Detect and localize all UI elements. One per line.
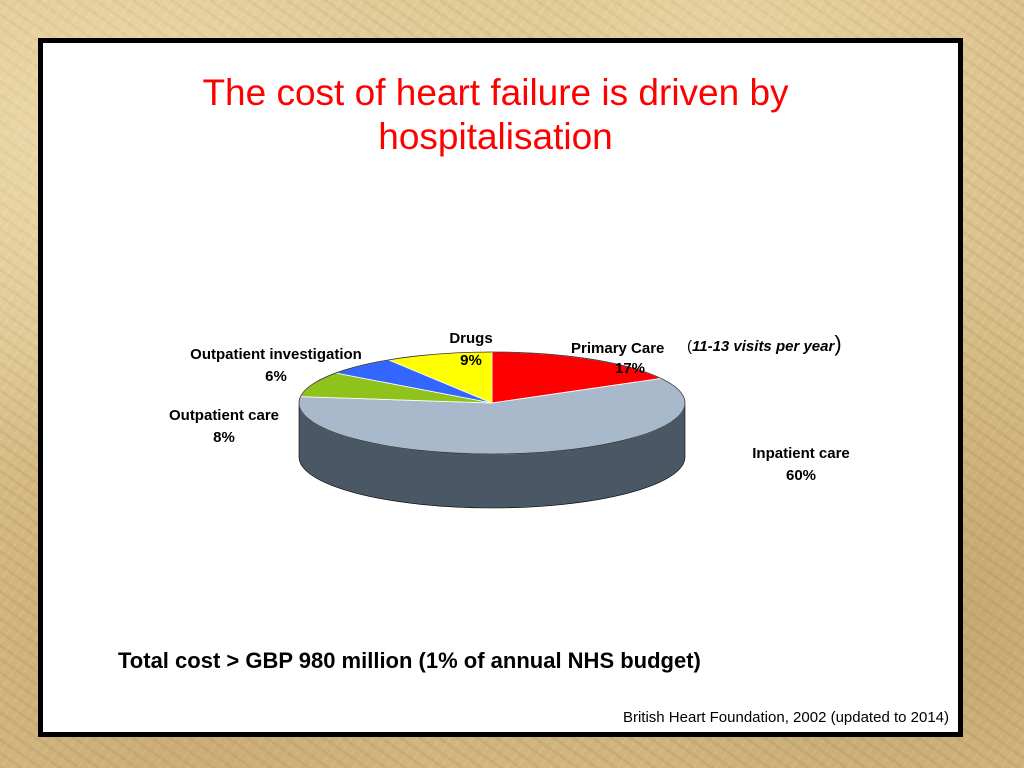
slice-label-inpatient-care: Inpatient care — [752, 445, 850, 462]
slide-title: The cost of heart failure is driven by h… — [43, 71, 948, 159]
total-cost-text: Total cost > GBP 980 million (1% of annu… — [118, 648, 701, 673]
slice-label-outpatient-care: Outpatient care — [169, 407, 279, 424]
slide-frame: The cost of heart failure is driven by h… — [38, 38, 963, 737]
pie-slice-tops — [298, 351, 686, 455]
slide-title-line-1: The cost of heart failure is driven by — [202, 72, 789, 113]
source-citation: British Heart Foundation, 2002 (updated … — [622, 709, 949, 726]
pie-chart: Primary Care 17% (11-13 visits per year)… — [169, 330, 850, 509]
slide-title-line-2: hospitalisation — [378, 116, 613, 157]
slice-label-outpatient-investigation: Outpatient investigation — [190, 346, 362, 363]
label-outpatient-investigation: Outpatient investigation 6% — [190, 346, 362, 385]
label-primary-care: Primary Care 17% (11-13 visits per year) — [571, 331, 842, 377]
slice-value-outpatient-care: 8% — [213, 429, 235, 446]
slice-value-inpatient-care: 60% — [786, 467, 816, 484]
label-drugs: Drugs 9% — [449, 330, 492, 369]
slice-label-drugs: Drugs — [449, 330, 492, 347]
annotation-text: 11-13 visits per year — [692, 338, 835, 355]
slice-label-primary-care: Primary Care — [571, 340, 664, 357]
slice-value-primary-care: 17% — [615, 360, 645, 377]
annotation-close-paren: ) — [834, 331, 841, 356]
annotation-open-paren: ( — [687, 338, 692, 355]
pie-rim — [298, 351, 686, 455]
label-outpatient-care: Outpatient care 8% — [169, 407, 279, 446]
label-inpatient-care: Inpatient care 60% — [752, 445, 850, 484]
primary-care-annotation: (11-13 visits per year) — [687, 331, 842, 356]
slice-value-outpatient-investigation: 6% — [265, 368, 287, 385]
slice-value-drugs: 9% — [460, 352, 482, 369]
